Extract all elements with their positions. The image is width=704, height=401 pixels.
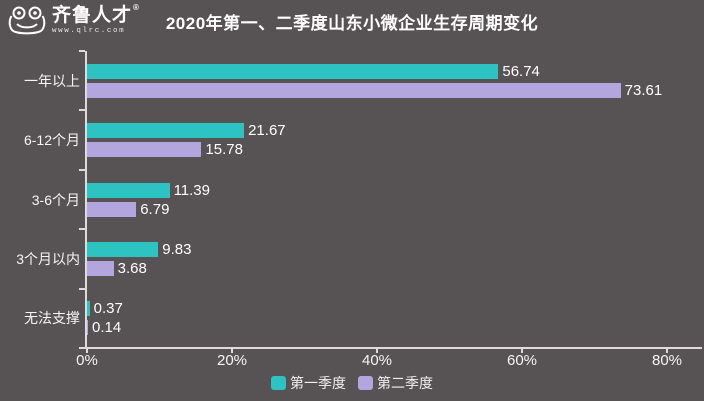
x-axis-tick-label: 80%	[651, 352, 683, 369]
y-axis-tick	[79, 109, 85, 112]
bar-value-label: 0.37	[93, 300, 123, 318]
x-axis-tick	[86, 348, 88, 353]
x-axis-tick	[666, 348, 668, 353]
bar-series-2[interactable]	[87, 142, 202, 158]
category-cell: 3-6个月	[0, 170, 80, 229]
x-axis-tick	[521, 348, 523, 353]
bar-value-label: 73.61	[624, 81, 663, 99]
bar-group: 0.37 0.14	[87, 289, 667, 348]
bar-line-series-2: 73.61	[87, 81, 667, 99]
bar-value-label: 0.14	[92, 319, 122, 337]
bar-line-series-1: 0.37	[87, 300, 667, 318]
legend-swatch-series-2	[358, 376, 373, 390]
x-axis-tick-label: 20%	[216, 352, 248, 369]
legend-label: 第一季度	[290, 375, 346, 391]
x-axis-tick	[231, 348, 233, 353]
logo-brand-text: 齐鲁人才 ®	[52, 3, 140, 27]
x-axis-tick-label: 60%	[506, 352, 538, 369]
bar-series-1[interactable]	[87, 182, 170, 198]
plot-area: 56.74 73.61 21.67 15.78 11.39 6.79 9.83 3.68 0.3…	[76, 50, 702, 369]
bar-series-2[interactable]	[87, 320, 88, 336]
bar-series-2[interactable]	[87, 260, 114, 276]
y-axis-tick	[79, 228, 85, 231]
chart-title: 2020年第一、二季度山东小微企业生存周期变化	[165, 14, 539, 33]
legend-label: 第二季度	[377, 375, 433, 391]
legend-swatch-series-1	[271, 376, 286, 390]
x-axis-line	[85, 347, 702, 349]
x-axis-tick-label: 40%	[361, 352, 393, 369]
bar-value-label: 21.67	[248, 122, 286, 140]
bar-group: 21.67 15.78	[87, 110, 667, 169]
registered-mark: ®	[133, 3, 140, 13]
category-label: 一年以上	[24, 72, 80, 89]
category-label: 3-6个月	[31, 191, 80, 208]
y-axis-category-labels: 一年以上 6-12个月 3-6个月 3个月以内无法支撑	[0, 51, 80, 348]
category-cell: 3个月以内	[0, 229, 80, 288]
bar-line-series-1: 56.74	[87, 62, 667, 80]
qlrc-logo: 齐鲁人才 ® www.qlrc.com	[8, 3, 140, 36]
bar-series-1[interactable]	[87, 123, 245, 139]
bar-value-label: 11.39	[173, 181, 210, 199]
category-label: 无法支撑	[24, 310, 80, 327]
category-cell: 无法支撑	[0, 289, 80, 348]
bar-value-label: 56.74	[502, 62, 540, 80]
bar-line-series-2: 0.14	[87, 319, 667, 337]
y-axis-tick	[79, 347, 85, 349]
bar-line-series-1: 21.67	[87, 122, 667, 140]
bar-series-1[interactable]	[87, 241, 159, 257]
bar-value-label: 3.68	[117, 259, 147, 277]
bar-series-1[interactable]	[87, 301, 90, 317]
bar-group: 11.39 6.79	[87, 170, 667, 229]
y-axis-line	[85, 51, 87, 349]
bar-value-label: 9.83	[162, 240, 192, 258]
chart-legend: 第一季度 第二季度	[0, 373, 704, 393]
bar-group: 9.83 3.68	[87, 229, 667, 288]
bars-layer: 56.74 73.61 21.67 15.78 11.39 6.79 9.83 3.68 0.3…	[87, 51, 667, 348]
bar-line-series-1: 9.83	[87, 240, 667, 258]
bar-series-1[interactable]	[87, 63, 499, 79]
frog-logo-icon	[8, 6, 46, 36]
x-axis-tick	[376, 348, 378, 353]
bar-line-series-2: 6.79	[87, 200, 667, 218]
logo-website-text: www.qlrc.com	[52, 27, 126, 36]
category-cell: 6-12个月	[0, 110, 80, 169]
bar-line-series-1: 11.39	[87, 181, 667, 199]
y-axis-tick	[79, 50, 85, 52]
bar-series-2[interactable]	[87, 201, 137, 217]
category-label: 3个月以内	[16, 250, 80, 267]
legend-item-series-1[interactable]: 第一季度	[271, 373, 346, 393]
y-axis-tick	[79, 168, 85, 171]
category-cell: 一年以上	[0, 51, 80, 110]
x-axis-tick-label: 0%	[76, 352, 98, 369]
bar-value-label: 6.79	[140, 200, 170, 218]
y-axis-tick	[79, 287, 85, 290]
bar-line-series-2: 15.78	[87, 141, 667, 159]
bar-line-series-2: 3.68	[87, 259, 667, 277]
bar-group: 56.74 73.61	[87, 51, 667, 110]
legend-item-series-2[interactable]: 第二季度	[358, 373, 433, 393]
bar-series-2[interactable]	[87, 82, 621, 98]
category-label: 6-12个月	[23, 132, 80, 149]
bar-value-label: 15.78	[205, 141, 243, 159]
